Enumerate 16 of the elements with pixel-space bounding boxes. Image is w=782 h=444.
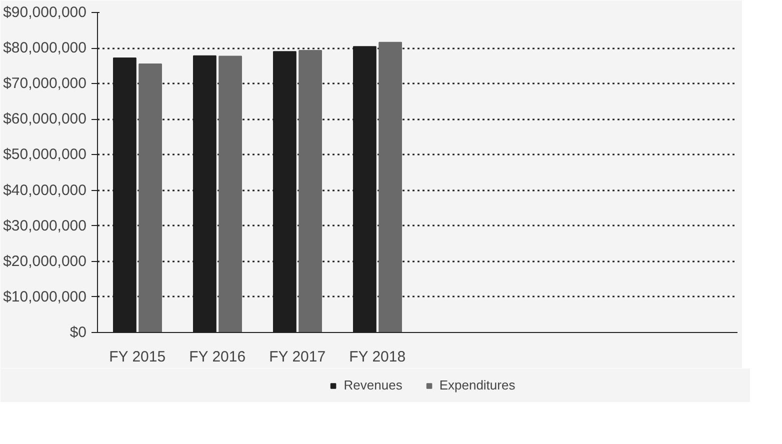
x-tick-label: FY 2016 xyxy=(189,348,246,366)
y-tick-label: $30,000,000 xyxy=(3,217,87,234)
y-tick-label: $60,000,000 xyxy=(3,110,87,128)
y-tick-label: $20,000,000 xyxy=(3,252,87,270)
legend-label: Expenditures xyxy=(439,378,516,392)
x-tick-label: FY 2017 xyxy=(269,348,326,366)
x-tick-label: FY 2015 xyxy=(109,348,166,366)
y-tick-label: $50,000,000 xyxy=(3,146,87,164)
x-tick-label: FY 2018 xyxy=(349,348,406,366)
y-tick-label: $10,000,000 xyxy=(3,288,87,306)
y-tick-label: $70,000,000 xyxy=(3,75,87,92)
y-tick-label: $40,000,000 xyxy=(3,182,87,199)
legend-label: Revenues xyxy=(344,378,402,392)
y-tick-label: $0 xyxy=(70,324,87,341)
y-tick-label: $90,000,000 xyxy=(3,4,87,21)
y-tick-label: $80,000,000 xyxy=(3,40,87,57)
